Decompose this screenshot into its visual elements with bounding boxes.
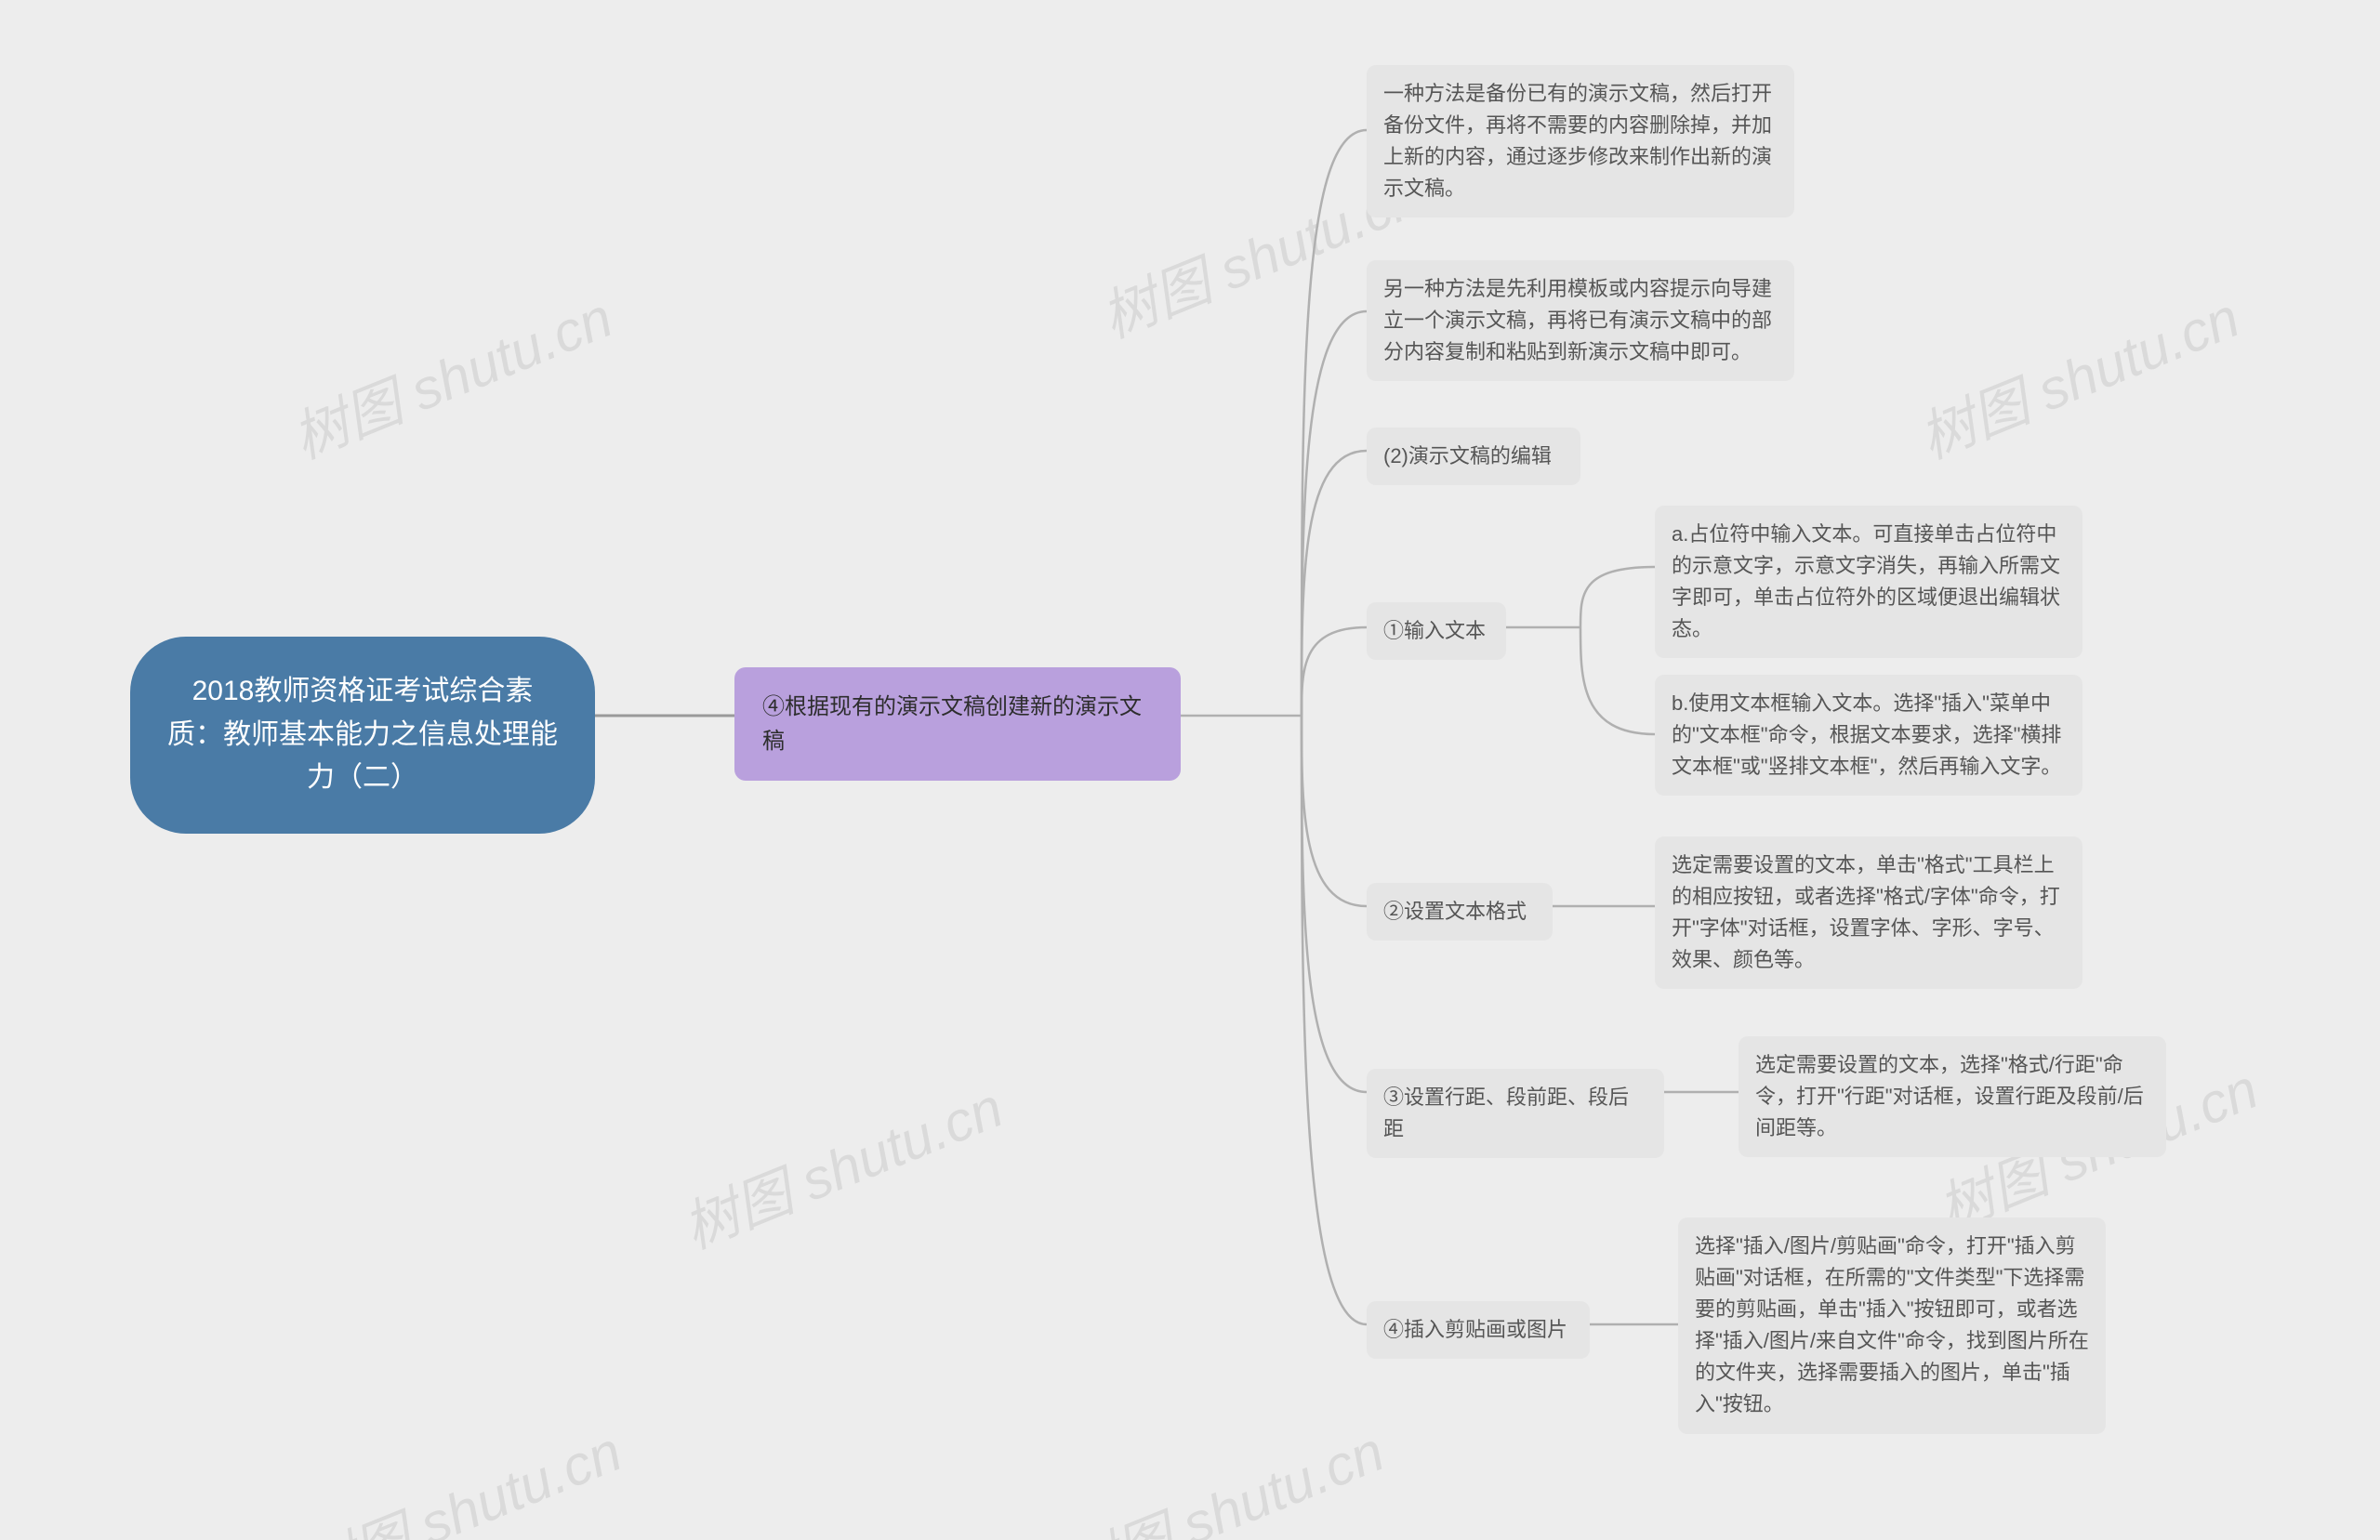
leaf-node[interactable]: ③设置行距、段前距、段后距 [1367, 1069, 1664, 1158]
leaf-text: 一种方法是备份已有的演示文稿，然后打开备份文件，再将不需要的内容删除掉，并加上新… [1383, 82, 1772, 200]
watermark: 树图 shutu.cn [669, 1063, 1013, 1265]
leaf-node[interactable]: b.使用文本框输入文本。选择"插入"菜单中的"文本框"命令，根据文本要求，选择"… [1655, 675, 2082, 796]
leaf-node[interactable]: 选定需要设置的文本，单击"格式"工具栏上的相应按钮，或者选择"格式/字体"命令，… [1655, 836, 2082, 989]
leaf-text: ④插入剪贴画或图片 [1383, 1318, 1567, 1341]
watermark: 树图 shutu.cn [1906, 273, 2250, 475]
leaf-node[interactable]: ①输入文本 [1367, 602, 1506, 660]
leaf-node[interactable]: 一种方法是备份已有的演示文稿，然后打开备份文件，再将不需要的内容删除掉，并加上新… [1367, 65, 1794, 217]
root-node-text: 2018教师资格证考试综合素质：教师基本能力之信息处理能力（二） [167, 676, 558, 793]
leaf-node[interactable]: (2)演示文稿的编辑 [1367, 428, 1580, 485]
leaf-text: 另一种方法是先利用模板或内容提示向导建立一个演示文稿，再将已有演示文稿中的部分内… [1383, 277, 1772, 363]
leaf-text: 选定需要设置的文本，单击"格式"工具栏上的相应按钮，或者选择"格式/字体"命令，… [1672, 853, 2060, 971]
watermark: 树图 shutu.cn [1051, 1407, 1395, 1540]
watermark: 树图 shutu.cn [279, 273, 623, 475]
leaf-text: b.使用文本框输入文本。选择"插入"菜单中的"文本框"命令，根据文本要求，选择"… [1672, 691, 2061, 778]
leaf-node[interactable]: 另一种方法是先利用模板或内容提示向导建立一个演示文稿，再将已有演示文稿中的部分内… [1367, 260, 1794, 381]
branch-node-text: ④根据现有的演示文稿创建新的演示文稿 [762, 694, 1142, 754]
leaf-text: ②设置文本格式 [1383, 900, 1527, 923]
mindmap-canvas: 树图 shutu.cn 树图 shutu.cn 树图 shutu.cn 树图 s… [0, 0, 2380, 1540]
leaf-node[interactable]: 选择"插入/图片/剪贴画"命令，打开"插入剪贴画"对话框，在所需的"文件类型"下… [1678, 1218, 2106, 1434]
root-node[interactable]: 2018教师资格证考试综合素质：教师基本能力之信息处理能力（二） [130, 637, 595, 834]
leaf-text: a.占位符中输入文本。可直接单击占位符中的示意文字，示意文字消失，再输入所需文字… [1672, 522, 2060, 640]
leaf-text: (2)演示文稿的编辑 [1383, 444, 1552, 467]
leaf-node[interactable]: ②设置文本格式 [1367, 883, 1553, 941]
leaf-node[interactable]: a.占位符中输入文本。可直接单击占位符中的示意文字，示意文字消失，再输入所需文字… [1655, 506, 2082, 658]
leaf-text: 选择"插入/图片/剪贴画"命令，打开"插入剪贴画"对话框，在所需的"文件类型"下… [1695, 1234, 2089, 1415]
leaf-node[interactable]: ④插入剪贴画或图片 [1367, 1301, 1590, 1359]
leaf-node[interactable]: 选定需要设置的文本，选择"格式/行距"命令，打开"行距"对话框，设置行距及段前/… [1739, 1036, 2166, 1157]
leaf-text: ①输入文本 [1383, 619, 1486, 642]
leaf-text: 选定需要设置的文本，选择"格式/行距"命令，打开"行距"对话框，设置行距及段前/… [1755, 1053, 2144, 1139]
watermark: 树图 shutu.cn [288, 1407, 632, 1540]
leaf-text: ③设置行距、段前距、段后距 [1383, 1086, 1629, 1140]
branch-node[interactable]: ④根据现有的演示文稿创建新的演示文稿 [734, 667, 1181, 781]
